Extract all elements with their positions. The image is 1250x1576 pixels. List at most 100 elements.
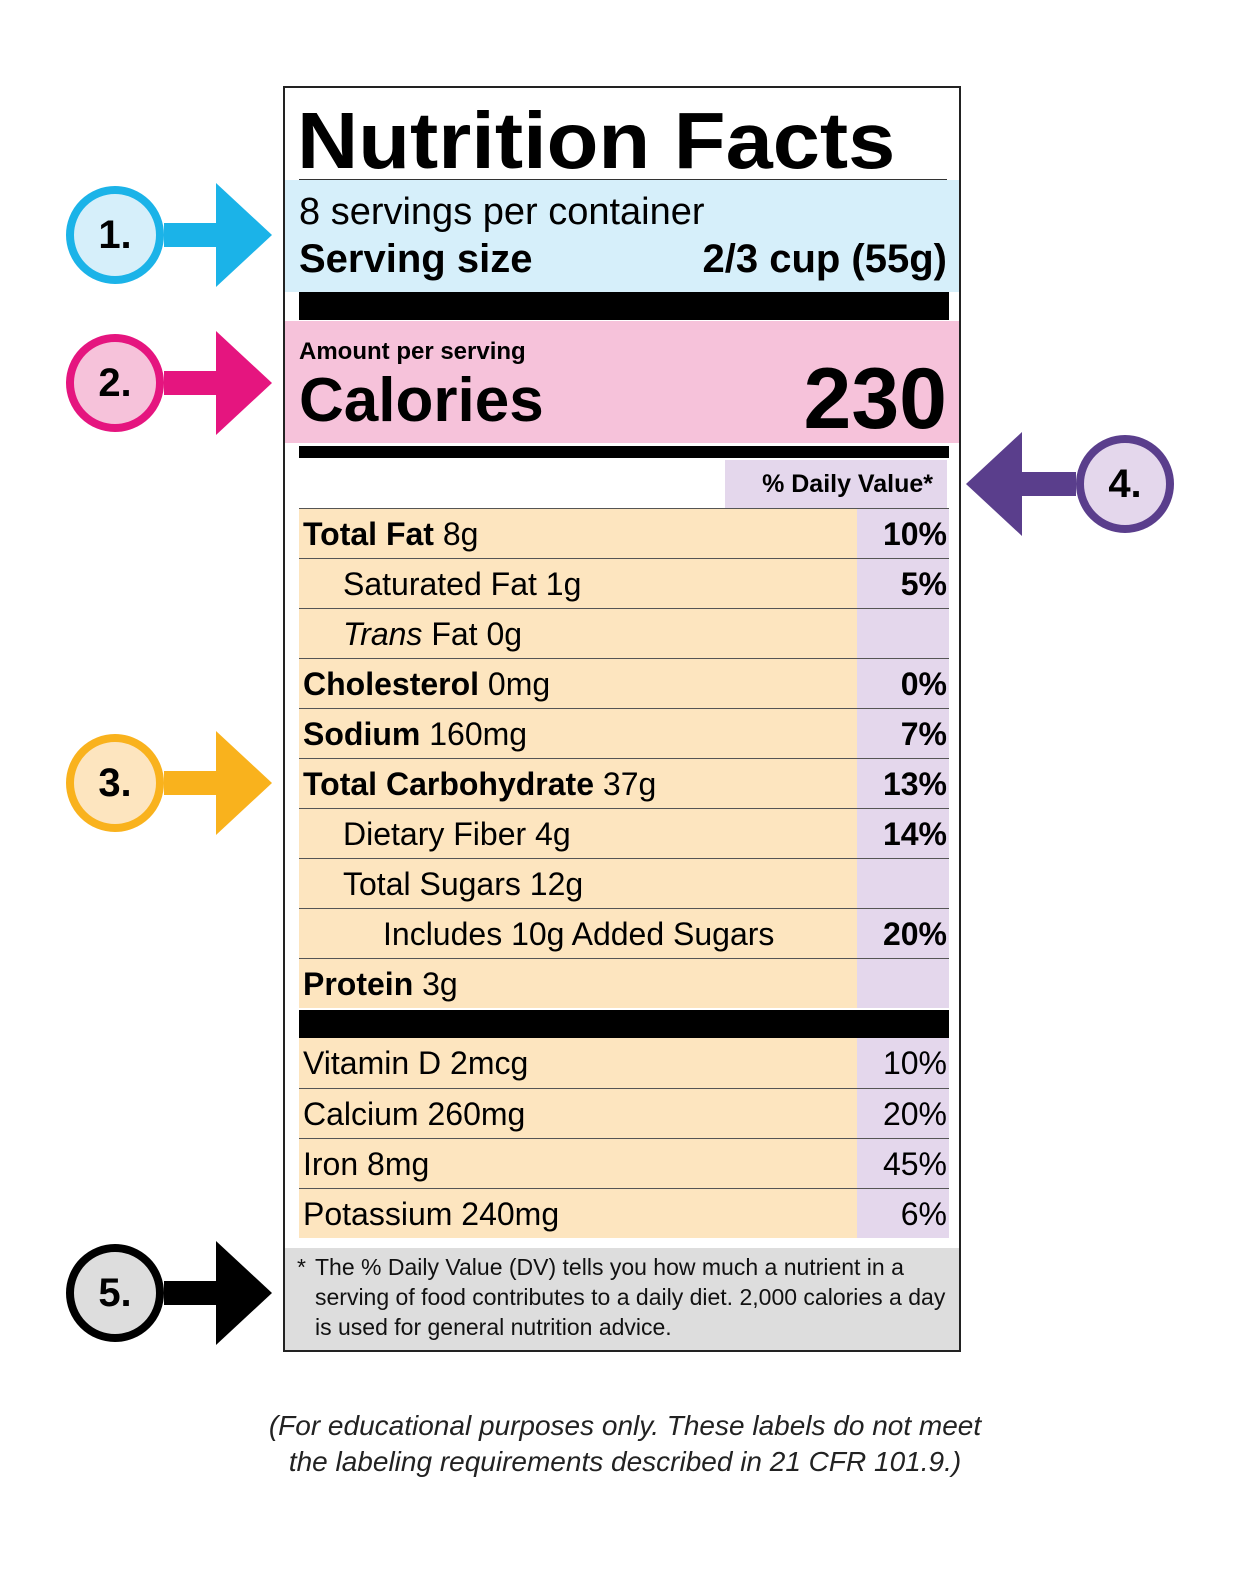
daily-value-column — [857, 609, 949, 658]
serving-size-value: 2/3 cup (55g) — [702, 237, 947, 281]
nutrient-name: Cholesterol — [303, 666, 480, 702]
callout-number: 2. — [66, 334, 164, 432]
nutrient-amount: 8g — [442, 516, 479, 552]
nutrient-row: Saturated Fat 1g 5% — [299, 558, 949, 608]
nutrient-row: Cholesterol 0mg 0% — [299, 658, 949, 708]
vitamin-row: Calcium 260mg 20% — [299, 1088, 949, 1138]
nutrient-daily-value: 0% — [900, 666, 947, 702]
nutrient-name: Saturated Fat — [343, 566, 537, 602]
daily-value-column — [857, 809, 949, 858]
nutrition-facts-label: Nutrition Facts 8 servings per container… — [283, 86, 961, 1352]
vitamin-name: Iron 8mg — [303, 1146, 430, 1182]
nutrient-daily-value: 7% — [900, 716, 947, 752]
nutrient-text: Total Carbohydrate 37g — [303, 759, 656, 809]
daily-value-column — [857, 759, 949, 808]
vitamin-row: Vitamin D 2mcg 10% — [299, 1038, 949, 1088]
arrow-right-icon — [216, 183, 272, 287]
nutrient-text: Cholesterol 0mg — [303, 659, 550, 709]
nutrient-text: Total Sugars 12g — [343, 859, 583, 909]
vitamin-rows: Vitamin D 2mcg 10% Calcium 260mg 20% Iron 8m… — [299, 1038, 949, 1238]
nutrient-name: Includes 10g Added Sugars — [383, 916, 775, 952]
nutrient-daily-value: 13% — [882, 766, 947, 802]
callout-number: 4. — [1076, 435, 1174, 533]
nutrient-daily-value: 5% — [900, 566, 947, 602]
nutrient-row: Total Fat 8g 10% — [299, 508, 949, 558]
nutrient-text: Trans Fat 0g — [343, 609, 522, 659]
nutrient-amount: 0mg — [487, 666, 551, 702]
calories-label: Calories — [299, 366, 544, 435]
nutrient-text: Includes 10g Added Sugars — [383, 909, 774, 959]
vitamin-row: Iron 8mg 45% — [299, 1138, 949, 1188]
daily-value-column — [857, 959, 949, 1008]
arrow-shaft — [164, 771, 218, 795]
caption-line-1: (For educational purposes only. These la… — [268, 1410, 982, 1441]
nutrient-name: Total Carbohydrate — [303, 766, 594, 802]
arrow-shaft — [1020, 472, 1076, 496]
nutrient-name: Total Sugars — [343, 866, 521, 902]
nutrient-row: Protein 3g — [299, 958, 949, 1008]
footnote-star: * — [297, 1254, 306, 1280]
vitamin-name: Potassium 240mg — [303, 1196, 560, 1232]
nutrient-row: Total Carbohydrate 37g 13% — [299, 758, 949, 808]
daily-value-column — [857, 909, 949, 958]
callout-number: 3. — [66, 734, 164, 832]
arrow-shaft — [164, 371, 218, 395]
nutrient-name: Trans — [343, 616, 423, 652]
vitamin-daily-value: 6% — [900, 1196, 947, 1232]
arrow-right-icon — [216, 731, 272, 835]
nutrient-amount: 4g — [535, 816, 571, 852]
nutrient-row: Total Sugars 12g — [299, 858, 949, 908]
nutrient-row: Includes 10g Added Sugars 20% — [299, 908, 949, 958]
nutrient-amount: 37g — [602, 766, 657, 802]
daily-value-column — [857, 509, 949, 558]
label-title: Nutrition Facts — [297, 96, 896, 185]
callout-number: 5. — [66, 1244, 164, 1342]
nutrient-row: Dietary Fiber 4g 14% — [299, 808, 949, 858]
nutrient-row: Trans Fat 0g — [299, 608, 949, 658]
nutrient-rows: Total Fat 8g 10% Saturated Fat 1g 5% Trans F… — [299, 508, 949, 1008]
nutrient-text: Protein 3g — [303, 959, 458, 1009]
nutrient-amount: 1g — [545, 566, 582, 602]
nutrient-text: Sodium 160mg — [303, 709, 527, 759]
footnote-text: The % Daily Value (DV) tells you how muc… — [315, 1254, 946, 1340]
nutrient-text: Saturated Fat 1g — [343, 559, 581, 609]
caption: (For educational purposes only. These la… — [0, 1408, 1250, 1480]
daily-value-column — [857, 559, 949, 608]
serving-size-label: Serving size — [299, 237, 533, 281]
daily-value-column — [857, 709, 949, 758]
nutrient-amount: 0g — [486, 616, 523, 652]
nutrient-name: Protein — [303, 966, 414, 1002]
vitamin-row: Potassium 240mg 6% — [299, 1188, 949, 1238]
servings-section — [285, 180, 959, 292]
vitamin-name: Calcium 260mg — [303, 1096, 526, 1132]
vitamin-daily-value: 20% — [882, 1096, 947, 1132]
thick-divider — [299, 292, 949, 320]
footnote: * The % Daily Value (DV) tells you how m… — [297, 1252, 947, 1342]
daily-value-column — [857, 659, 949, 708]
nutrient-name: Dietary Fiber — [343, 816, 527, 852]
vitamin-daily-value: 45% — [882, 1146, 947, 1182]
vitamin-table: Vitamin D 2mcg 10% Calcium 260mg 20% Iron 8m… — [299, 1038, 949, 1238]
nutrient-amount: 160mg — [429, 716, 528, 752]
calories-value: 230 — [803, 351, 948, 447]
nutrient-name: Sodium — [303, 716, 421, 752]
nutrient-name: Total Fat — [303, 516, 434, 552]
nutrient-row: Sodium 160mg 7% — [299, 708, 949, 758]
servings-per-container: 8 servings per container — [299, 191, 705, 233]
daily-value-header: % Daily Value* — [725, 460, 947, 508]
nutrient-amount: 3g — [422, 966, 458, 1002]
amount-per-serving: Amount per serving — [299, 338, 526, 365]
vitamins-divider — [299, 1010, 949, 1038]
nutrient-text: Total Fat 8g — [303, 509, 478, 559]
medium-divider — [299, 446, 949, 458]
arrow-right-icon — [216, 331, 272, 435]
daily-value-column — [857, 859, 949, 908]
vitamin-daily-value: 10% — [882, 1045, 947, 1081]
arrow-left-icon — [966, 432, 1022, 536]
vitamin-name: Vitamin D 2mcg — [303, 1045, 529, 1081]
nutrient-text: Dietary Fiber 4g — [343, 809, 571, 859]
nutrient-table: Total Fat 8g 10% Saturated Fat 1g 5% Trans F… — [299, 508, 949, 1008]
nutrient-daily-value: 10% — [882, 516, 947, 552]
daily-value-column — [857, 1089, 949, 1138]
daily-value-column — [857, 1139, 949, 1188]
